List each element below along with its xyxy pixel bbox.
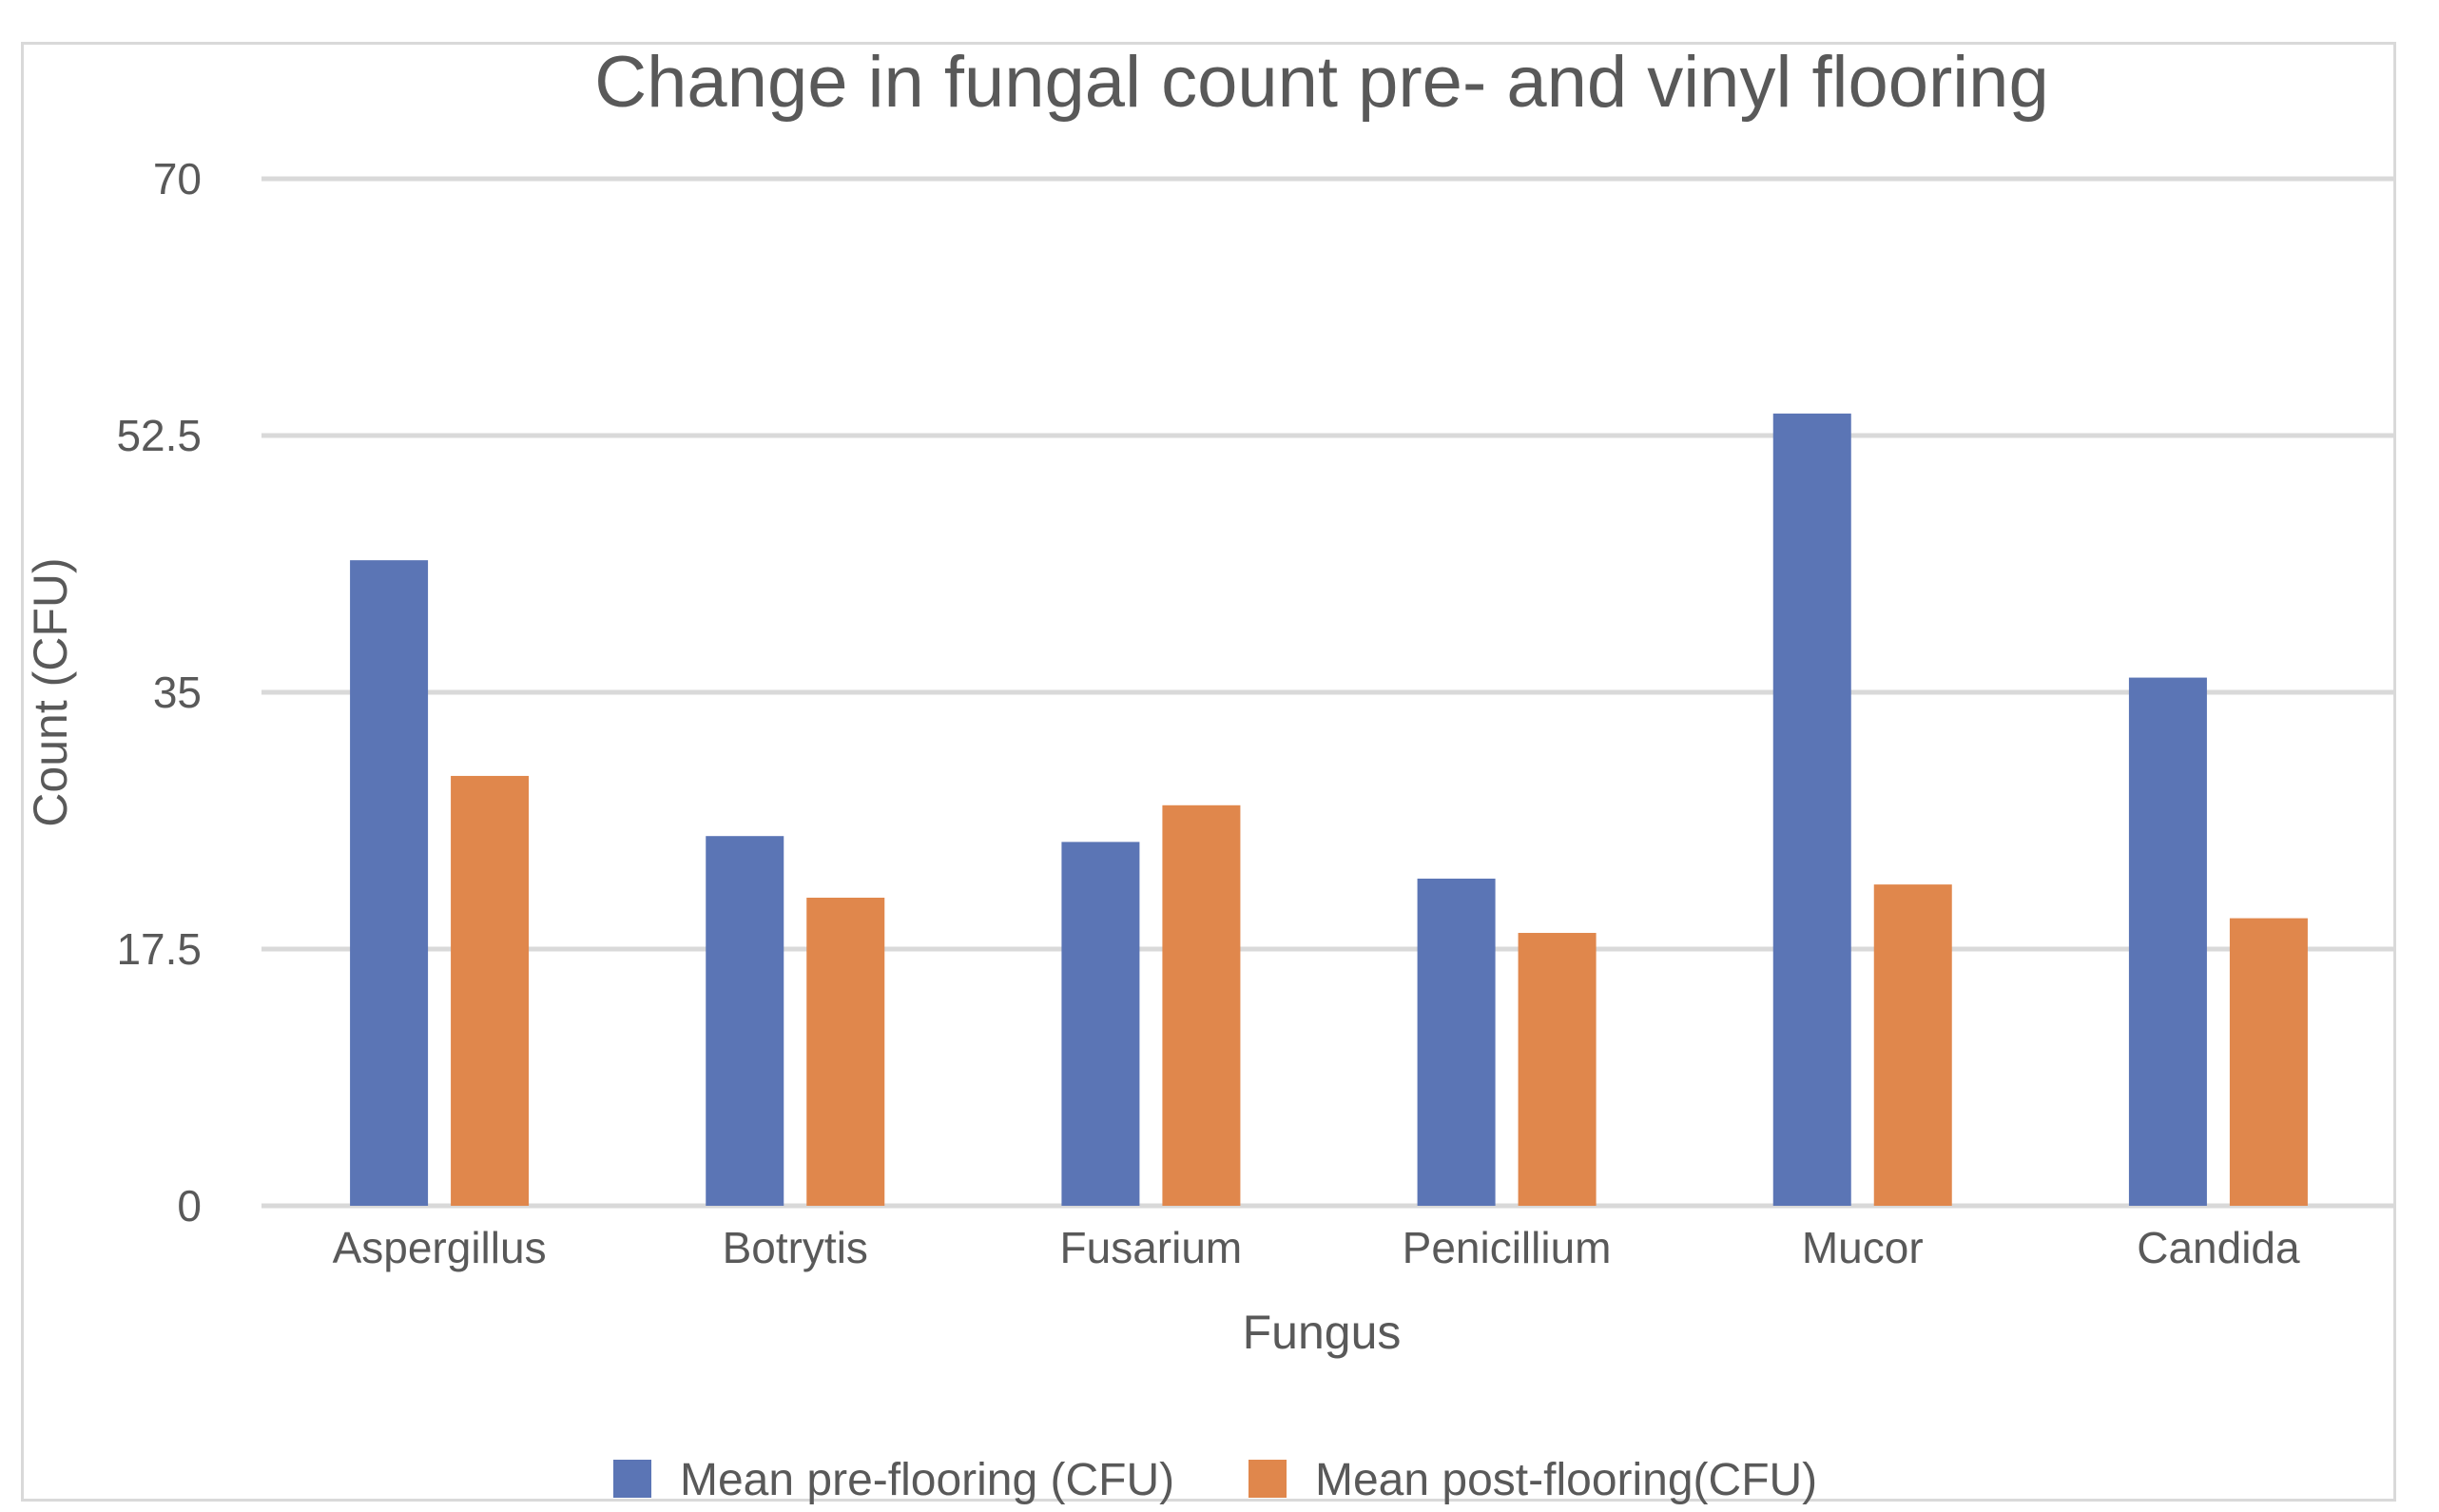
y-tick-label: 35: [153, 668, 202, 717]
bar-aspergillus-series-2: [451, 775, 530, 1206]
bar-aspergillus-series-1: [350, 560, 429, 1206]
legend-swatch-2: [1249, 1460, 1287, 1498]
x-tick-label: Aspergillus: [333, 1223, 547, 1272]
x-tick-label: Botrytis: [723, 1223, 868, 1272]
y-tick-label: 17.5: [116, 924, 202, 974]
legend-label-2: Mean post-flooring(CFU): [1315, 1455, 1817, 1505]
bar-botrytis-series-2: [806, 898, 885, 1206]
y-tick-label: 0: [177, 1181, 202, 1231]
y-tick-label: 52.5: [116, 411, 202, 460]
x-tick-label: Candida: [2137, 1223, 2300, 1272]
x-axis-label: Fungus: [1243, 1306, 1402, 1359]
x-tick-label: Mucor: [1802, 1223, 1924, 1272]
y-axis-label: Count (CFU): [24, 557, 77, 826]
bar-mucor-series-1: [1772, 413, 1851, 1206]
bar-penicillium-series-2: [1518, 933, 1597, 1206]
chart-title: Change in fungal count pre- and vinyl fl…: [594, 42, 2048, 123]
y-tick-labels: 0 17.5 35 52.5 70: [116, 154, 202, 1231]
bar-mucor-series-2: [1873, 884, 1952, 1206]
legend-label-1: Mean pre-flooring (CFU): [680, 1455, 1174, 1505]
x-tick-label: Penicillium: [1403, 1223, 1612, 1272]
bar-candida-series-2: [2229, 918, 2308, 1206]
bar-fusarium-series-2: [1162, 804, 1241, 1206]
bar-fusarium-series-1: [1061, 842, 1140, 1206]
y-tick-label: 70: [153, 154, 202, 204]
x-tick-labels: Aspergillus Botrytis Fusarium Penicillium Mu…: [333, 1223, 2300, 1272]
legend: Mean pre-flooring (CFU) Mean post-floorin…: [613, 1455, 1817, 1505]
gridlines: [261, 176, 2396, 1209]
bars: [350, 413, 2308, 1206]
legend-swatch-1: [613, 1460, 651, 1498]
bar-candida-series-1: [2128, 677, 2207, 1206]
bar-botrytis-series-1: [706, 836, 784, 1206]
bar-penicillium-series-1: [1417, 878, 1496, 1206]
x-tick-label: Fusarium: [1060, 1223, 1243, 1272]
